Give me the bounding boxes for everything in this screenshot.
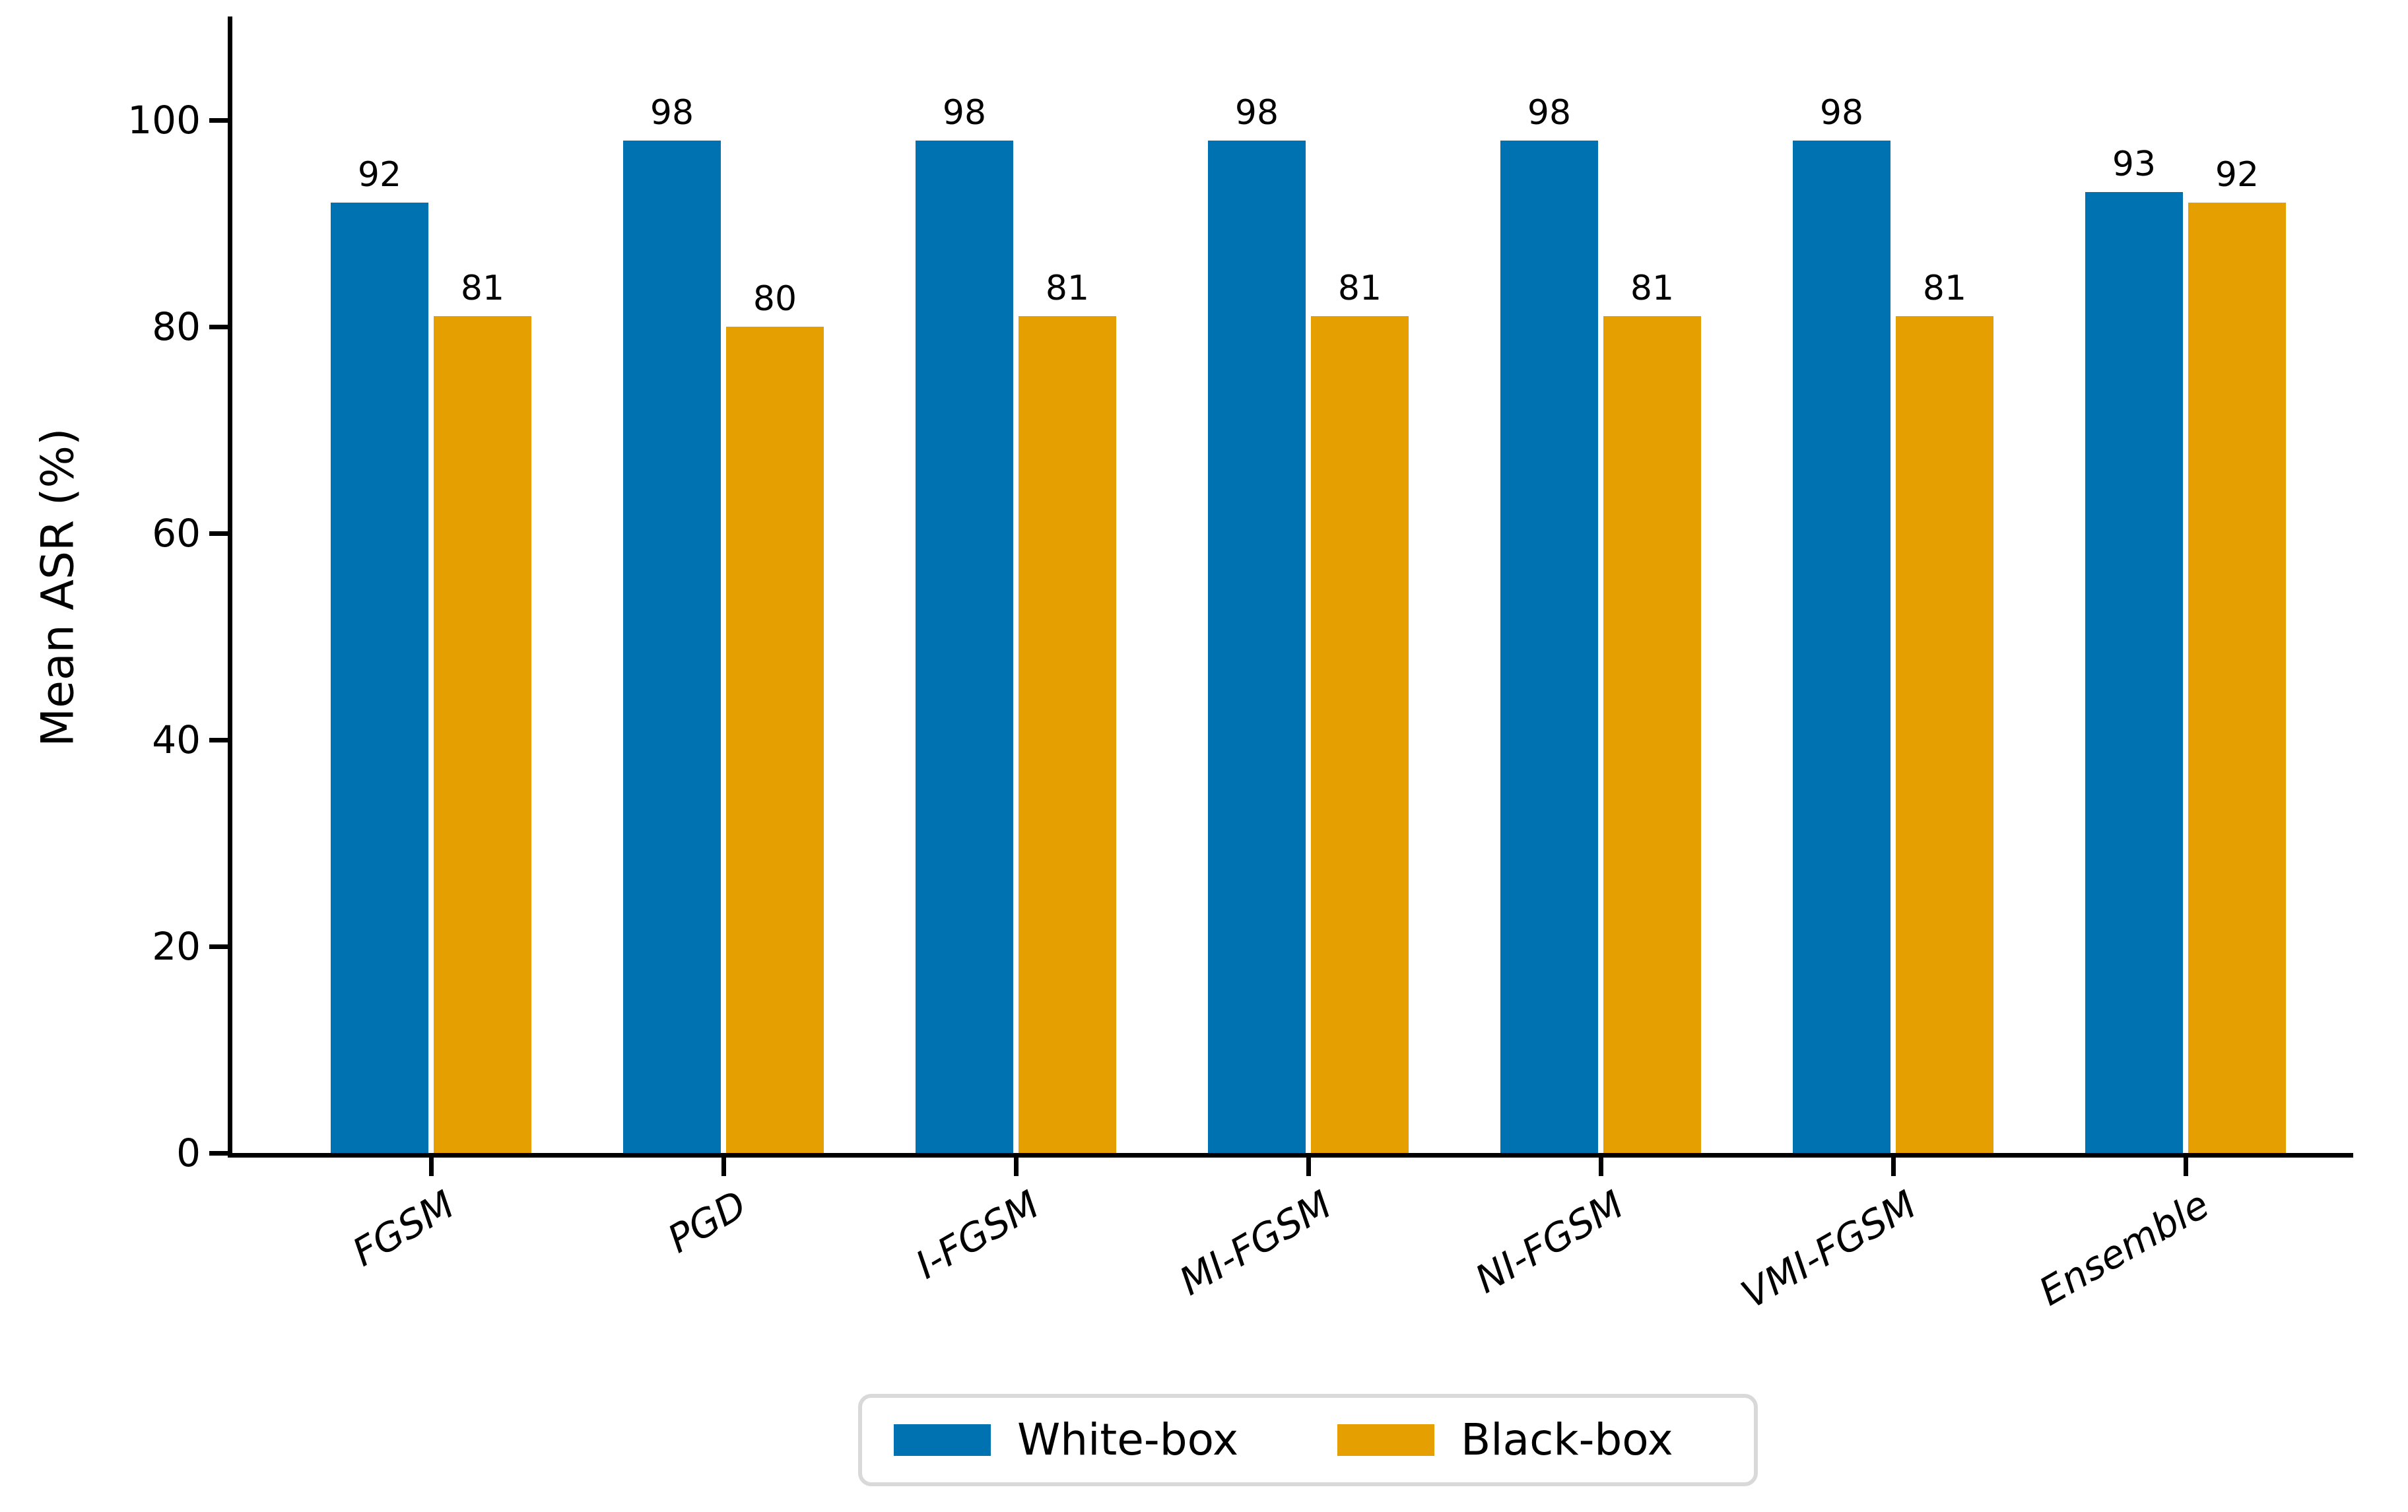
bar-white-box-vmi-fgsm bbox=[1793, 141, 1890, 1153]
bar-value-label: 81 bbox=[1630, 269, 1675, 308]
x-tick-label-ni-fgsm: NI-FGSM bbox=[1467, 1181, 1632, 1302]
bar-value-label: 98 bbox=[1819, 93, 1864, 133]
bar-value-label: 98 bbox=[1527, 93, 1572, 133]
y-tick-label: 0 bbox=[176, 1131, 201, 1175]
x-tick bbox=[1891, 1158, 1896, 1176]
bar-black-box-pgd bbox=[726, 327, 824, 1153]
bar-value-label: 81 bbox=[1922, 269, 1967, 308]
y-tick bbox=[209, 531, 228, 536]
bar-value-label: 81 bbox=[460, 269, 505, 308]
plot-area: 0 20 40 60 80 100 FGSM 92 81 PGD 98 80 I-FGSM 98 81 MI-… bbox=[127, 16, 2353, 1317]
legend-item-black-box: Black-box bbox=[1337, 1418, 1673, 1462]
bar-white-box-pgd bbox=[623, 141, 721, 1153]
bar-value-label: 98 bbox=[942, 93, 987, 133]
bar-black-box-ni-fgsm bbox=[1603, 316, 1701, 1153]
x-tick-label-fgsm: FGSM bbox=[345, 1181, 462, 1276]
legend-swatch-black-box bbox=[1337, 1424, 1435, 1456]
bar-white-box-ensemble bbox=[2085, 192, 2183, 1153]
y-tick-label: 40 bbox=[152, 717, 201, 762]
x-tick bbox=[721, 1158, 726, 1176]
bar-value-label: 92 bbox=[2215, 155, 2259, 195]
y-tick bbox=[209, 944, 228, 949]
legend-item-white-box: White-box bbox=[894, 1418, 1238, 1462]
y-tick bbox=[209, 324, 228, 329]
x-tick-label-pgd: PGD bbox=[660, 1181, 754, 1262]
y-tick-label: 60 bbox=[152, 510, 201, 556]
x-tick-label-ensemble: Ensemble bbox=[2031, 1181, 2217, 1315]
bar-value-label: 98 bbox=[1234, 93, 1279, 133]
bar-black-box-vmi-fgsm bbox=[1896, 316, 1993, 1153]
x-tick bbox=[1014, 1158, 1019, 1176]
legend: White-box Black-box bbox=[858, 1394, 1758, 1486]
y-tick bbox=[209, 1151, 228, 1156]
y-tick-label: 80 bbox=[152, 304, 201, 349]
x-tick-label-mi-fgsm: MI-FGSM bbox=[1172, 1181, 1339, 1305]
bar-value-label: 80 bbox=[752, 279, 797, 319]
bar-value-label: 93 bbox=[2112, 145, 2157, 184]
bar-value-label: 81 bbox=[1337, 269, 1382, 308]
y-tick-label: 20 bbox=[152, 923, 201, 969]
bar-white-box-fgsm bbox=[331, 203, 428, 1153]
bar-white-box-ni-fgsm bbox=[1500, 141, 1598, 1153]
bar-black-box-i-fgsm bbox=[1019, 316, 1116, 1153]
x-tick bbox=[1599, 1158, 1603, 1176]
bar-value-label: 81 bbox=[1045, 269, 1090, 308]
x-tick-label-vmi-fgsm: VMI-FGSM bbox=[1733, 1181, 1924, 1318]
legend-label-white-box: White-box bbox=[1017, 1414, 1239, 1465]
y-axis-title: Mean ASR (%) bbox=[32, 428, 84, 747]
x-tick bbox=[429, 1158, 434, 1176]
y-tick-label: 100 bbox=[127, 97, 201, 143]
y-tick bbox=[209, 117, 228, 123]
bar-value-label: 98 bbox=[650, 93, 694, 133]
bar-white-box-i-fgsm bbox=[916, 141, 1013, 1153]
x-tick bbox=[1306, 1158, 1311, 1176]
y-tick bbox=[209, 737, 228, 742]
legend-label-black-box: Black-box bbox=[1461, 1414, 1673, 1465]
bar-black-box-ensemble bbox=[2188, 203, 2286, 1153]
legend-swatch-white-box bbox=[894, 1424, 991, 1456]
bar-value-label: 92 bbox=[357, 155, 402, 195]
bar-black-box-mi-fgsm bbox=[1311, 316, 1409, 1153]
x-tick-label-i-fgsm: I-FGSM bbox=[908, 1181, 1047, 1288]
x-tick bbox=[2184, 1158, 2188, 1176]
bar-white-box-mi-fgsm bbox=[1208, 141, 1306, 1153]
bar-black-box-fgsm bbox=[434, 316, 531, 1153]
